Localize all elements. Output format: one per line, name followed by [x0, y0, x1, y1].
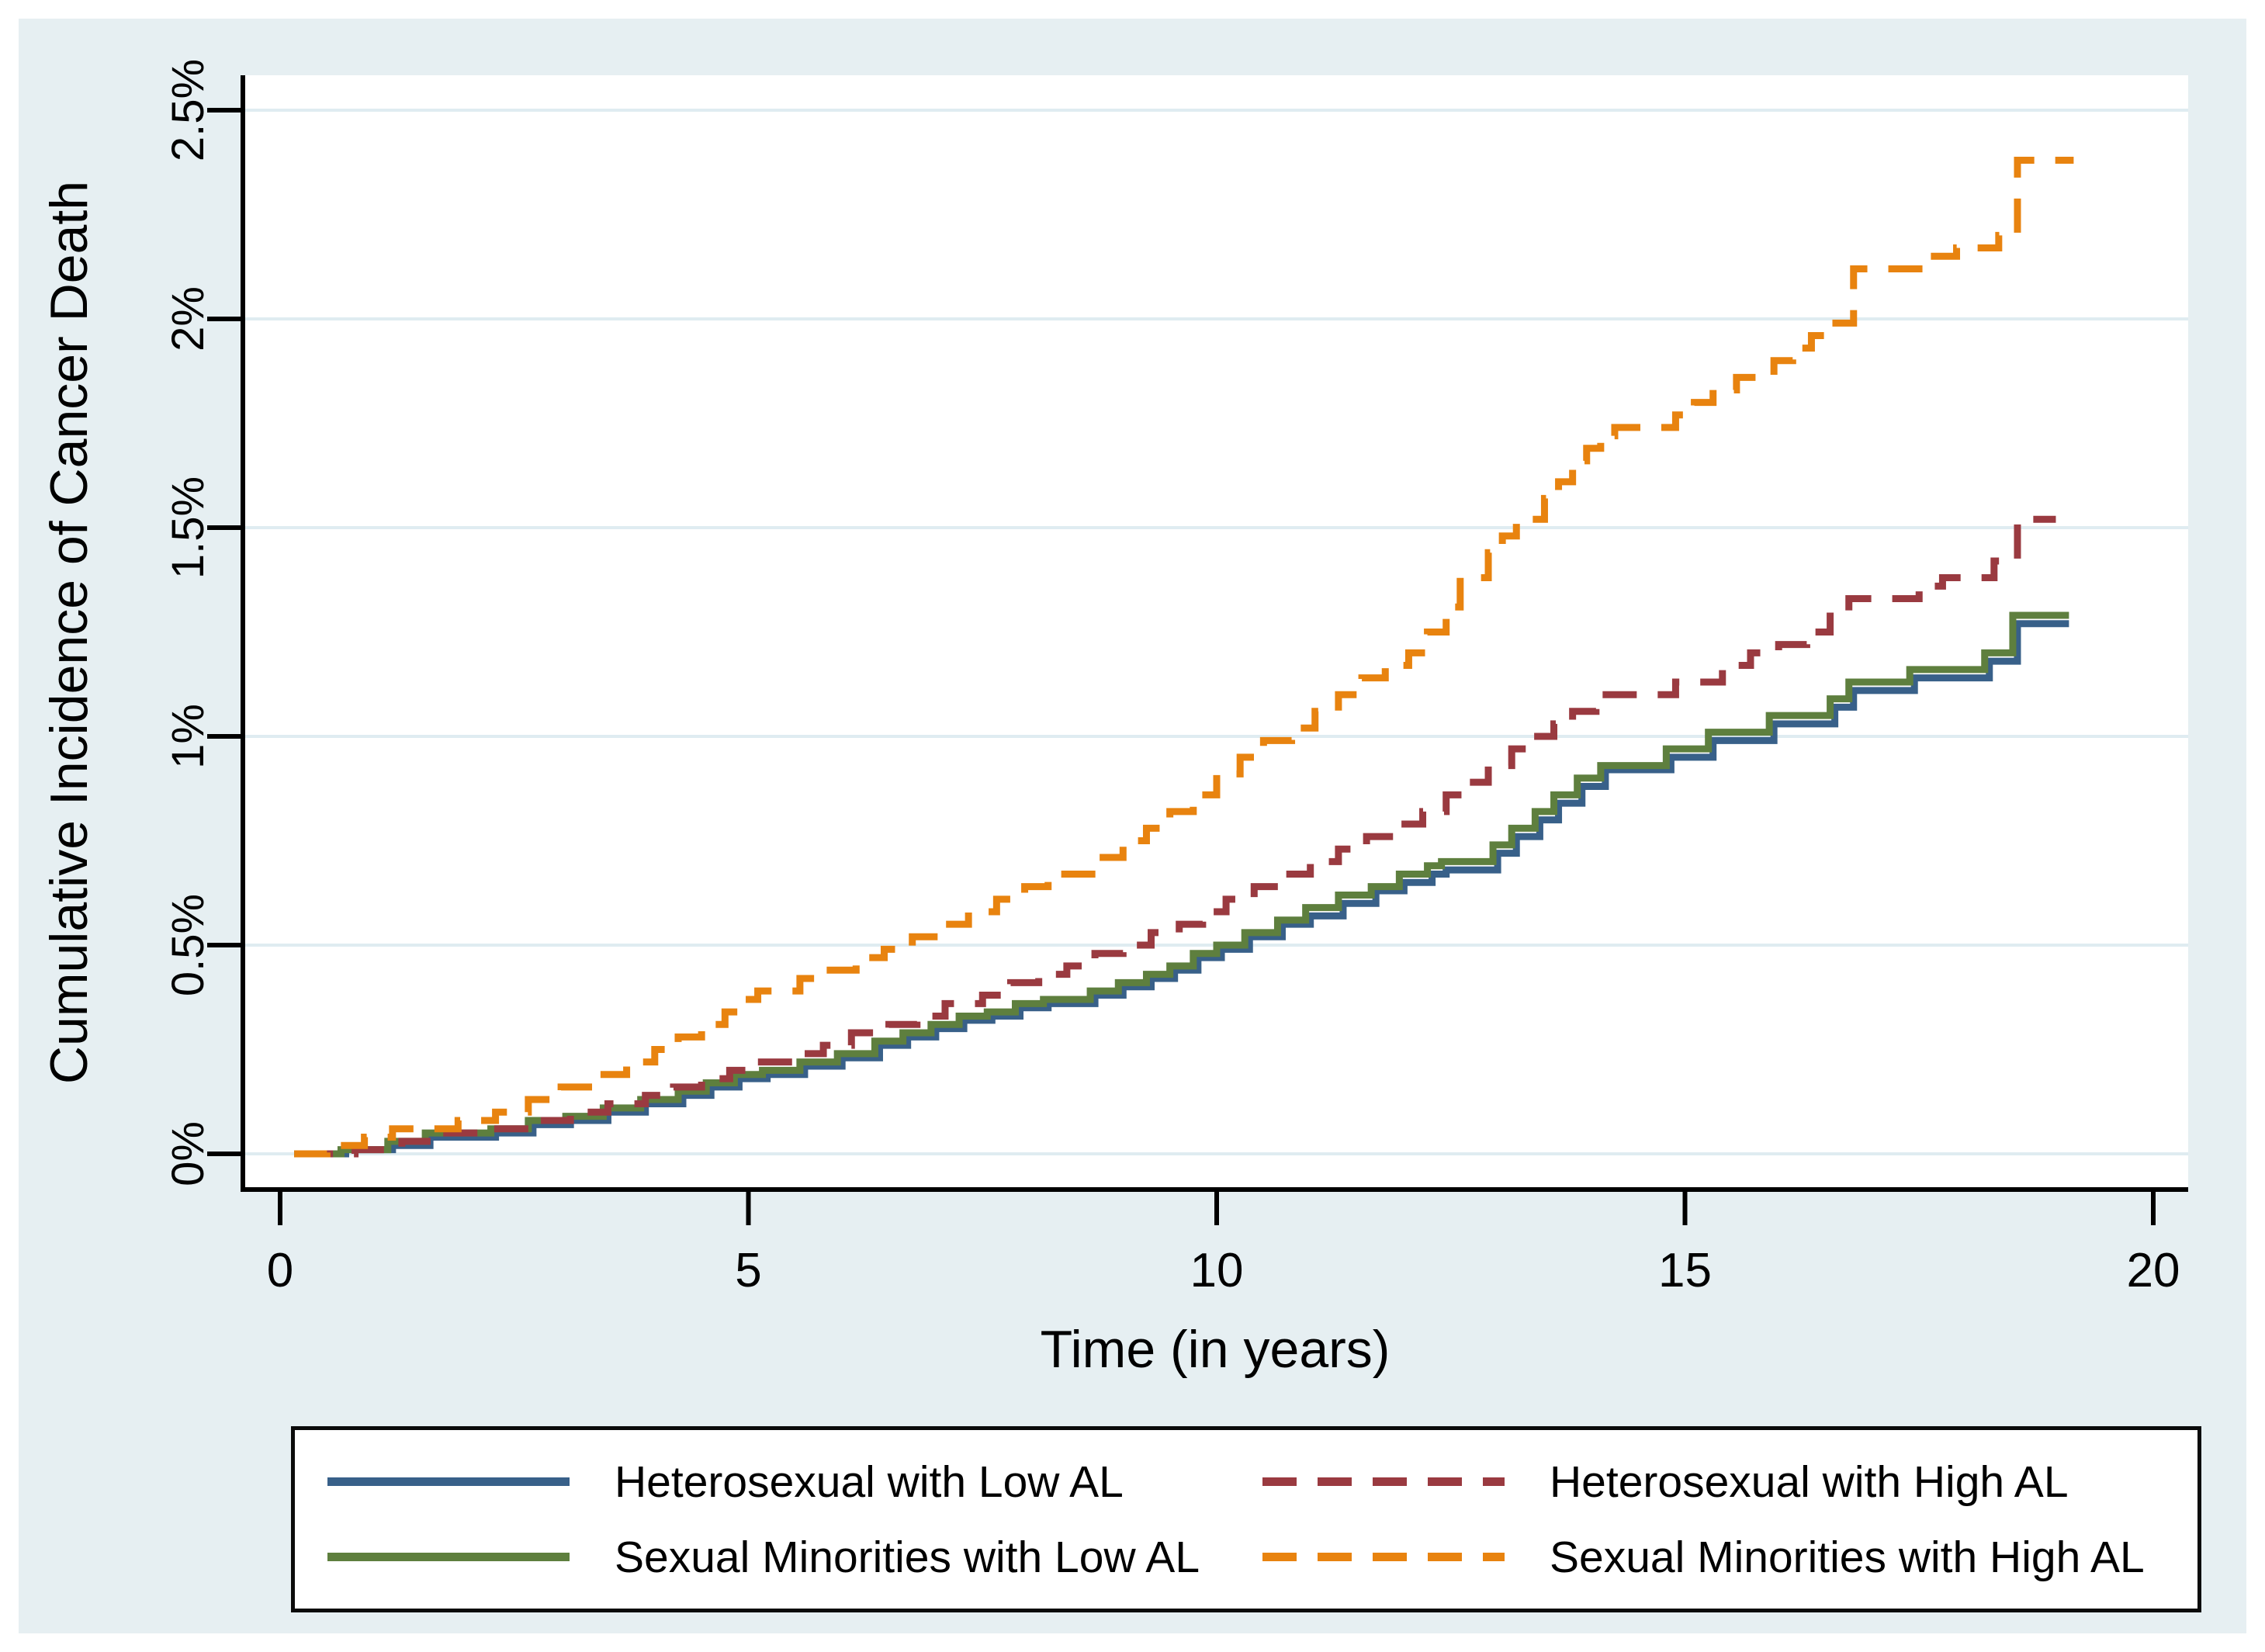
y-tick-label: 1%: [163, 704, 213, 769]
legend-line-sexual-minorities-low-al-icon: [327, 1553, 570, 1561]
x-tick-label: 0: [267, 1244, 293, 1297]
x-tick-label: 15: [1658, 1244, 1712, 1297]
y-tick-label: 0%: [163, 1121, 213, 1186]
legend-line-heterosexual-high-al-icon: [1262, 1477, 1505, 1486]
legend-item-sexual-minorities-low-al: Sexual Minorities with Low AL: [327, 1532, 1262, 1583]
series-line-0: [294, 620, 2069, 1158]
y-axis-title: Cumulative Incidence of Cancer Death: [40, 181, 99, 1084]
x-tick-label: 5: [735, 1244, 761, 1297]
legend-label: Sexual Minorities with High AL: [1550, 1532, 2145, 1582]
y-tick-label: 1.5%: [163, 476, 213, 579]
x-axis-title: Time (in years): [1041, 1320, 1391, 1379]
y-tick-label: 2.5%: [163, 59, 213, 161]
legend-line-heterosexual-low-al-icon: [327, 1477, 570, 1486]
series-curves: [294, 157, 2074, 1158]
legend-item-sexual-minorities-high-al: Sexual Minorities with High AL: [1262, 1532, 2197, 1583]
legend-line-sexual-minorities-high-al-icon: [1262, 1553, 1505, 1561]
y-tick-label: 2%: [163, 286, 213, 352]
y-tick-label: 0.5%: [163, 894, 213, 996]
legend-label: Sexual Minorities with Low AL: [615, 1532, 1200, 1582]
legend-label: Heterosexual with Low AL: [615, 1456, 1124, 1507]
legend-item-heterosexual-low-al: Heterosexual with Low AL: [327, 1456, 1262, 1508]
legend-item-heterosexual-high-al: Heterosexual with High AL: [1262, 1456, 2197, 1508]
x-tick-label: 10: [1190, 1244, 1244, 1297]
axes: [207, 75, 2188, 1225]
chart-legend: Heterosexual with Low AL Heterosexual wi…: [291, 1426, 2201, 1612]
plot-area-background: [243, 75, 2188, 1190]
series-line-1: [294, 611, 2069, 1158]
x-tick-label: 20: [2127, 1244, 2180, 1297]
legend-label: Heterosexual with High AL: [1550, 1456, 2069, 1507]
tick-labels: 0% 0.5% 1% 1.5% 2% 2.5% 0 5 10 15 20: [163, 59, 2180, 1297]
plot-area: [243, 75, 2188, 1190]
series-line-2: [299, 515, 2056, 1158]
series-line-3: [294, 157, 2074, 1158]
